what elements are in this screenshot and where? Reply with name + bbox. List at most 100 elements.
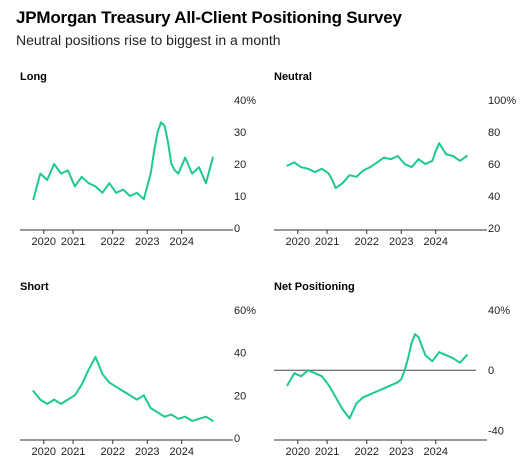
data-point [341, 182, 344, 185]
data-point [459, 361, 461, 364]
data-point [307, 369, 309, 372]
data-point [191, 172, 194, 175]
data-point [136, 398, 138, 401]
data-point [32, 390, 35, 392]
data-point [153, 150, 156, 153]
data-point [115, 385, 118, 388]
series-line [32, 121, 214, 201]
y-tick-label: 40 [234, 348, 246, 360]
data-point [108, 381, 111, 384]
data-point [67, 398, 69, 401]
data-point [108, 182, 111, 185]
data-point [146, 400, 149, 403]
panel-title: Short [20, 281, 49, 293]
y-tick-label: 60 [488, 159, 500, 171]
data-point [211, 420, 214, 422]
data-point [46, 403, 49, 405]
data-point [465, 155, 468, 157]
panel-title: Long [20, 71, 47, 83]
x-tick-label: 2020 [286, 446, 310, 458]
data-point [191, 420, 194, 422]
data-point [205, 182, 207, 185]
data-point [362, 396, 365, 399]
data-point [431, 360, 434, 363]
panel-0: Long 40% 30 20 10 0 2020 2021 2022 2023 2024 [20, 71, 256, 248]
data-point [94, 356, 97, 358]
data-point [376, 161, 378, 164]
data-point [421, 345, 423, 347]
x-tick-label: 2023 [135, 236, 159, 248]
data-point [321, 167, 323, 170]
series-line [32, 355, 214, 422]
data-point [163, 124, 166, 127]
data-point [80, 175, 83, 178]
x-tick-label: 2020 [32, 236, 56, 248]
x-tick-label: 2022 [355, 446, 379, 458]
data-point [369, 393, 372, 396]
data-point [73, 185, 76, 188]
data-point [198, 417, 200, 420]
data-point [417, 158, 420, 161]
y-tick-label: 40% [234, 95, 256, 107]
x-tick-label: 2021 [61, 446, 85, 458]
x-tick-label: 2023 [135, 446, 159, 458]
data-point [129, 195, 131, 197]
chart-title: JPMorgan Treasury All-Client Positioning… [16, 8, 402, 27]
data-point [122, 188, 124, 191]
data-point [327, 172, 330, 175]
data-point [410, 166, 413, 169]
y-tick-label: 60% [234, 305, 256, 317]
data-point [286, 164, 289, 167]
data-point [417, 336, 420, 338]
panel-title: Net Positioning [274, 281, 355, 293]
data-point [410, 342, 413, 344]
data-point [39, 172, 42, 175]
data-point [115, 191, 118, 194]
data-point [403, 369, 406, 372]
data-point [198, 166, 200, 169]
data-point [53, 163, 55, 165]
data-point [53, 398, 55, 401]
x-tick-label: 2020 [32, 446, 56, 458]
y-tick-label: 20 [234, 159, 246, 171]
data-point [434, 150, 437, 153]
x-tick-label: 2024 [423, 446, 447, 458]
y-tick-label: 30 [234, 127, 246, 139]
y-tick-label: 0 [234, 223, 240, 235]
data-point [146, 185, 149, 188]
data-point [149, 407, 152, 409]
data-point [445, 354, 447, 357]
data-point [293, 372, 296, 375]
data-point [424, 354, 427, 357]
data-point [60, 403, 62, 405]
data-point [101, 373, 104, 375]
data-point [39, 398, 42, 401]
y-tick-label: 100% [488, 95, 516, 107]
data-point [341, 408, 344, 411]
x-tick-label: 2024 [169, 446, 193, 458]
data-point [314, 171, 316, 173]
data-point [403, 163, 406, 165]
data-point [396, 155, 399, 157]
data-point [156, 131, 159, 133]
data-point [431, 159, 434, 162]
data-point [362, 169, 365, 172]
data-point [173, 169, 176, 172]
data-point [327, 384, 330, 387]
y-tick-label: -40 [488, 425, 504, 437]
data-point [355, 402, 358, 405]
data-point [170, 413, 173, 416]
data-point [348, 417, 351, 420]
y-tick-label: 40% [488, 305, 510, 317]
data-point [60, 172, 62, 175]
data-point [459, 159, 461, 162]
data-point [445, 153, 447, 156]
series-line [286, 142, 468, 189]
data-point [163, 415, 166, 418]
data-point [369, 166, 372, 169]
data-point [293, 161, 296, 164]
data-point [321, 375, 323, 378]
data-point [167, 140, 169, 143]
